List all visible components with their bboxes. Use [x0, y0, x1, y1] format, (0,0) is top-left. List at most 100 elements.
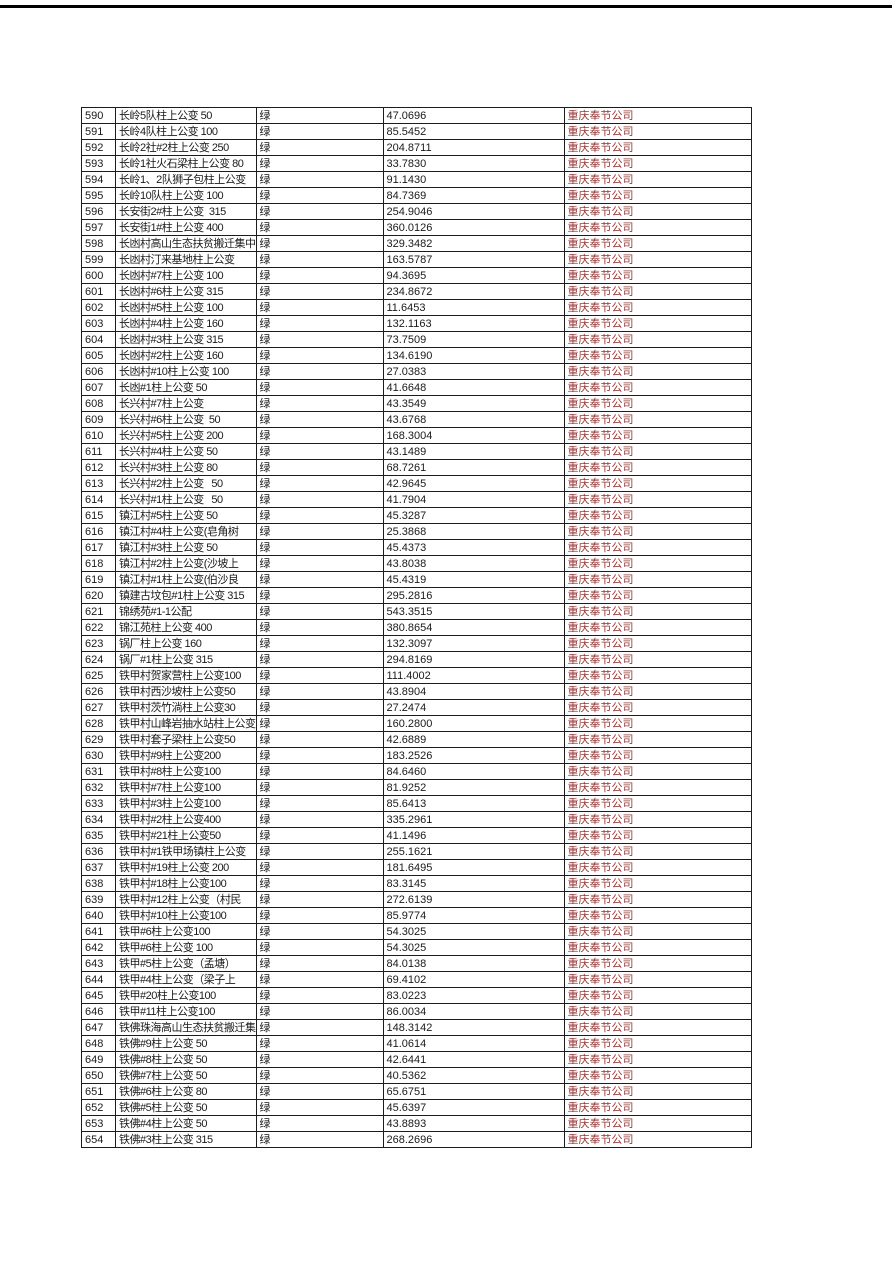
transformer-name-cell: 铁甲#6柱上公变 100 — [115, 939, 257, 956]
table-row: 626 铁甲村西沙坡柱上公变50 绿 43.8904 重庆奉节公司 — [81, 683, 752, 700]
load-value-cell: 84.6460 — [382, 763, 565, 780]
status-cell: 绿 — [255, 539, 384, 556]
company-cell: 重庆奉节公司 — [563, 635, 752, 652]
load-value-cell: 255.1621 — [382, 843, 565, 860]
row-number-cell: 637 — [81, 859, 116, 876]
status-cell: 绿 — [255, 283, 384, 300]
status-cell: 绿 — [255, 635, 384, 652]
load-value-cell: 94.3695 — [382, 267, 565, 284]
status-cell: 绿 — [255, 651, 384, 668]
transformer-name-cell: 铁甲村西沙坡柱上公变50 — [115, 683, 257, 700]
load-value-cell: 85.5452 — [382, 123, 565, 140]
company-cell: 重庆奉节公司 — [563, 731, 752, 748]
load-value-cell: 65.6751 — [382, 1083, 565, 1100]
load-value-cell: 163.5787 — [382, 251, 565, 268]
status-cell: 绿 — [255, 939, 384, 956]
transformer-name-cell: 铁佛#5柱上公变 50 — [115, 1099, 257, 1116]
status-cell: 绿 — [255, 603, 384, 620]
transformer-name-cell: 铁佛#3柱上公变 315 — [115, 1131, 257, 1148]
status-cell: 绿 — [255, 795, 384, 812]
load-value-cell: 40.5362 — [382, 1067, 565, 1084]
row-number-cell: 603 — [81, 315, 116, 332]
company-cell: 重庆奉节公司 — [563, 1035, 752, 1052]
table-row: 606 长凼村#10柱上公变 100 绿 27.0383 重庆奉节公司 — [81, 363, 752, 380]
load-value-cell: 204.8711 — [382, 139, 565, 156]
company-cell: 重庆奉节公司 — [563, 171, 752, 188]
transformer-name-cell: 长岭5队柱上公变 50 — [115, 107, 257, 124]
company-cell: 重庆奉节公司 — [563, 699, 752, 716]
row-number-cell: 597 — [81, 219, 116, 236]
status-cell: 绿 — [255, 363, 384, 380]
status-cell: 绿 — [255, 443, 384, 460]
row-number-cell: 592 — [81, 139, 116, 156]
status-cell: 绿 — [255, 507, 384, 524]
transformer-name-cell: 长凼村汀来基地柱上公变 — [115, 251, 257, 268]
company-cell: 重庆奉节公司 — [563, 539, 752, 556]
row-number-cell: 625 — [81, 667, 116, 684]
status-cell: 绿 — [255, 763, 384, 780]
transformer-name-cell: 铁佛#7柱上公变 50 — [115, 1067, 257, 1084]
company-cell: 重庆奉节公司 — [563, 843, 752, 860]
row-number-cell: 614 — [81, 491, 116, 508]
status-cell: 绿 — [255, 235, 384, 252]
company-cell: 重庆奉节公司 — [563, 619, 752, 636]
row-number-cell: 640 — [81, 907, 116, 924]
status-cell: 绿 — [255, 1115, 384, 1132]
load-value-cell: 132.3097 — [382, 635, 565, 652]
table-row: 597 长安街1#柱上公变 400 绿 360.0126 重庆奉节公司 — [81, 219, 752, 236]
row-number-cell: 654 — [81, 1131, 116, 1148]
table-row: 595 长岭10队柱上公变 100 绿 84.7369 重庆奉节公司 — [81, 187, 752, 204]
table-row: 635 铁甲村#21柱上公变50 绿 41.1496 重庆奉节公司 — [81, 827, 752, 844]
row-number-cell: 608 — [81, 395, 116, 412]
company-cell: 重庆奉节公司 — [563, 795, 752, 812]
table-row: 642 铁甲#6柱上公变 100 绿 54.3025 重庆奉节公司 — [81, 939, 752, 956]
transformer-name-cell: 长岭1、2队狮子包柱上公变 — [115, 171, 257, 188]
company-cell: 重庆奉节公司 — [563, 603, 752, 620]
row-number-cell: 628 — [81, 715, 116, 732]
status-cell: 绿 — [255, 523, 384, 540]
table-row: 638 铁甲村#18柱上公变100 绿 83.3145 重庆奉节公司 — [81, 875, 752, 892]
transformer-name-cell: 镇江村#1柱上公变(伯沙良 — [115, 571, 257, 588]
table-row: 641 铁甲#6柱上公变100 绿 54.3025 重庆奉节公司 — [81, 923, 752, 940]
transformer-name-cell: 铁甲#6柱上公变100 — [115, 923, 257, 940]
table-row: 623 锅厂柱上公变 160 绿 132.3097 重庆奉节公司 — [81, 635, 752, 652]
transformer-name-cell: 长凼#1柱上公变 50 — [115, 379, 257, 396]
company-cell: 重庆奉节公司 — [563, 587, 752, 604]
row-number-cell: 607 — [81, 379, 116, 396]
transformer-name-cell: 镇江村#3柱上公变 50 — [115, 539, 257, 556]
status-cell: 绿 — [255, 747, 384, 764]
status-cell: 绿 — [255, 1067, 384, 1084]
company-cell: 重庆奉节公司 — [563, 923, 752, 940]
status-cell: 绿 — [255, 251, 384, 268]
company-cell: 重庆奉节公司 — [563, 283, 752, 300]
load-value-cell: 268.2696 — [382, 1131, 565, 1148]
company-cell: 重庆奉节公司 — [563, 267, 752, 284]
transformer-name-cell: 长兴村#1柱上公变 50 — [115, 491, 257, 508]
company-cell: 重庆奉节公司 — [563, 875, 752, 892]
company-cell: 重庆奉节公司 — [563, 747, 752, 764]
load-value-cell: 69.4102 — [382, 971, 565, 988]
table-row: 648 铁佛#9柱上公变 50 绿 41.0614 重庆奉节公司 — [81, 1035, 752, 1052]
table-row: 631 铁甲村#8柱上公变100 绿 84.6460 重庆奉节公司 — [81, 763, 752, 780]
transformer-name-cell: 铁佛珠海高山生态扶贫搬迁集 — [115, 1019, 257, 1036]
row-number-cell: 651 — [81, 1083, 116, 1100]
company-cell: 重庆奉节公司 — [563, 939, 752, 956]
company-cell: 重庆奉节公司 — [563, 971, 752, 988]
load-value-cell: 86.0034 — [382, 1003, 565, 1020]
status-cell: 绿 — [255, 731, 384, 748]
company-cell: 重庆奉节公司 — [563, 203, 752, 220]
load-value-cell: 11.6453 — [382, 299, 565, 316]
load-value-cell: 42.9645 — [382, 475, 565, 492]
transformer-name-cell: 铁甲村#10柱上公变100 — [115, 907, 257, 924]
table-row: 629 铁甲村套子梁柱上公变50 绿 42.6889 重庆奉节公司 — [81, 731, 752, 748]
row-number-cell: 643 — [81, 955, 116, 972]
table-row: 634 铁甲村#2柱上公变400 绿 335.2961 重庆奉节公司 — [81, 811, 752, 828]
table-row: 653 铁佛#4柱上公变 50 绿 43.8893 重庆奉节公司 — [81, 1115, 752, 1132]
company-cell: 重庆奉节公司 — [563, 475, 752, 492]
table-row: 639 铁甲村#12柱上公变（村民绿 272.6139 重庆奉节公司 — [81, 891, 752, 908]
company-cell: 重庆奉节公司 — [563, 459, 752, 476]
row-number-cell: 618 — [81, 555, 116, 572]
transformer-name-cell: 长兴村#3柱上公变 80 — [115, 459, 257, 476]
status-cell: 绿 — [255, 155, 384, 172]
load-value-cell: 42.6889 — [382, 731, 565, 748]
